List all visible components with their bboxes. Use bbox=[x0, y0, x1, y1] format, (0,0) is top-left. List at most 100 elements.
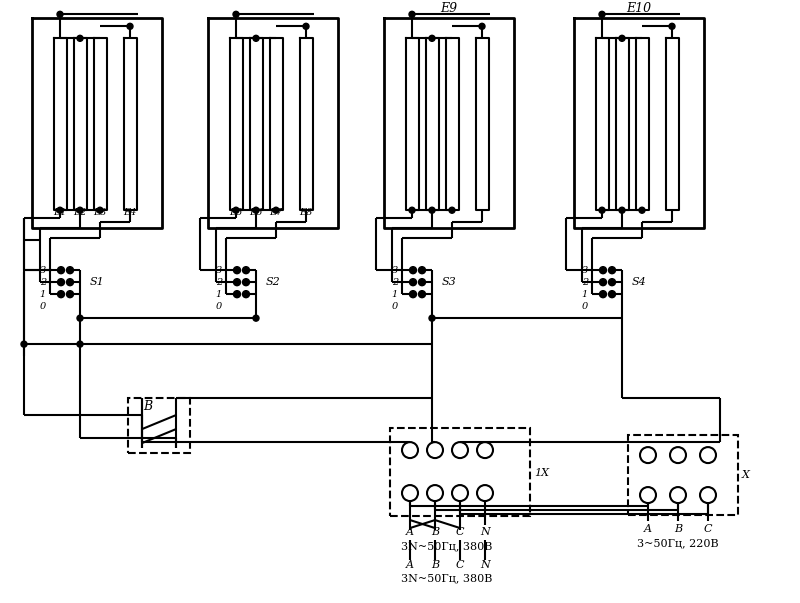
Text: 3: 3 bbox=[40, 266, 46, 275]
Text: E9: E9 bbox=[441, 2, 458, 15]
Text: 0: 0 bbox=[216, 302, 222, 311]
Circle shape bbox=[599, 207, 605, 213]
Text: S3: S3 bbox=[442, 277, 457, 287]
Circle shape bbox=[234, 267, 241, 274]
Text: B: B bbox=[674, 524, 682, 534]
Text: S1: S1 bbox=[90, 277, 105, 287]
Circle shape bbox=[700, 447, 716, 463]
Circle shape bbox=[58, 279, 65, 286]
Text: B: B bbox=[431, 527, 439, 537]
Circle shape bbox=[427, 485, 443, 501]
Circle shape bbox=[609, 279, 615, 286]
Text: 3: 3 bbox=[582, 266, 588, 275]
Circle shape bbox=[253, 36, 259, 42]
Text: S4: S4 bbox=[632, 277, 646, 287]
Circle shape bbox=[429, 36, 435, 42]
Circle shape bbox=[77, 341, 83, 347]
Circle shape bbox=[479, 24, 485, 30]
Text: E3: E3 bbox=[94, 208, 106, 217]
Bar bbox=[390, 428, 530, 516]
Text: N: N bbox=[480, 527, 490, 537]
Circle shape bbox=[242, 279, 250, 286]
Circle shape bbox=[77, 36, 83, 42]
Text: 2: 2 bbox=[40, 277, 46, 286]
Text: B: B bbox=[431, 560, 439, 570]
Circle shape bbox=[609, 267, 615, 274]
Circle shape bbox=[452, 442, 468, 458]
Circle shape bbox=[619, 207, 625, 213]
Text: E4: E4 bbox=[123, 208, 137, 217]
Text: N: N bbox=[480, 560, 490, 570]
Circle shape bbox=[427, 442, 443, 458]
Circle shape bbox=[429, 315, 435, 321]
Text: 3N~50Гц, 380В: 3N~50Гц, 380В bbox=[402, 541, 493, 551]
Text: 2: 2 bbox=[392, 277, 398, 286]
Text: E2: E2 bbox=[74, 208, 86, 217]
Circle shape bbox=[253, 315, 259, 321]
Circle shape bbox=[429, 207, 435, 213]
Circle shape bbox=[402, 442, 418, 458]
Text: A: A bbox=[644, 524, 652, 534]
Circle shape bbox=[242, 291, 250, 298]
Circle shape bbox=[77, 315, 83, 321]
Text: 1: 1 bbox=[392, 289, 398, 298]
Text: 3: 3 bbox=[216, 266, 222, 275]
Circle shape bbox=[273, 207, 279, 213]
Text: E5: E5 bbox=[230, 208, 242, 217]
Circle shape bbox=[599, 279, 606, 286]
Circle shape bbox=[234, 279, 241, 286]
Circle shape bbox=[477, 485, 493, 501]
Circle shape bbox=[234, 291, 241, 298]
Circle shape bbox=[669, 24, 675, 30]
Text: 2: 2 bbox=[582, 277, 588, 286]
Text: A: A bbox=[406, 527, 414, 537]
Text: 1: 1 bbox=[582, 289, 588, 298]
Text: S2: S2 bbox=[266, 277, 281, 287]
Text: 0: 0 bbox=[40, 302, 46, 311]
Circle shape bbox=[409, 11, 415, 17]
Circle shape bbox=[77, 207, 83, 213]
Circle shape bbox=[452, 485, 468, 501]
Bar bbox=[628, 435, 738, 515]
Circle shape bbox=[418, 267, 426, 274]
Text: 0: 0 bbox=[392, 302, 398, 311]
Text: C: C bbox=[456, 527, 464, 537]
Circle shape bbox=[640, 447, 656, 463]
Circle shape bbox=[127, 24, 133, 30]
Circle shape bbox=[640, 487, 656, 503]
Text: 1: 1 bbox=[40, 289, 46, 298]
Circle shape bbox=[58, 291, 65, 298]
Circle shape bbox=[66, 279, 74, 286]
Circle shape bbox=[242, 267, 250, 274]
Text: 1: 1 bbox=[216, 289, 222, 298]
Circle shape bbox=[670, 447, 686, 463]
Text: X: X bbox=[742, 470, 750, 480]
Text: 2: 2 bbox=[216, 277, 222, 286]
Circle shape bbox=[418, 279, 426, 286]
Circle shape bbox=[66, 267, 74, 274]
Text: 0: 0 bbox=[582, 302, 588, 311]
Circle shape bbox=[619, 36, 625, 42]
Circle shape bbox=[599, 267, 606, 274]
Circle shape bbox=[97, 207, 103, 213]
Bar bbox=[128, 398, 190, 453]
Text: E7: E7 bbox=[270, 208, 282, 217]
Circle shape bbox=[599, 11, 605, 17]
Circle shape bbox=[418, 291, 426, 298]
Circle shape bbox=[253, 207, 259, 213]
Text: C: C bbox=[704, 524, 712, 534]
Circle shape bbox=[700, 487, 716, 503]
Circle shape bbox=[670, 487, 686, 503]
Text: E1: E1 bbox=[54, 208, 66, 217]
Circle shape bbox=[609, 291, 615, 298]
Circle shape bbox=[303, 24, 309, 30]
Text: E8: E8 bbox=[299, 208, 313, 217]
Circle shape bbox=[58, 267, 65, 274]
Text: E10: E10 bbox=[626, 2, 651, 15]
Circle shape bbox=[402, 485, 418, 501]
Text: B: B bbox=[143, 400, 153, 412]
Text: 1X: 1X bbox=[534, 468, 549, 478]
Circle shape bbox=[66, 291, 74, 298]
Text: 3~50Гц, 220В: 3~50Гц, 220В bbox=[637, 538, 719, 548]
Circle shape bbox=[449, 207, 455, 213]
